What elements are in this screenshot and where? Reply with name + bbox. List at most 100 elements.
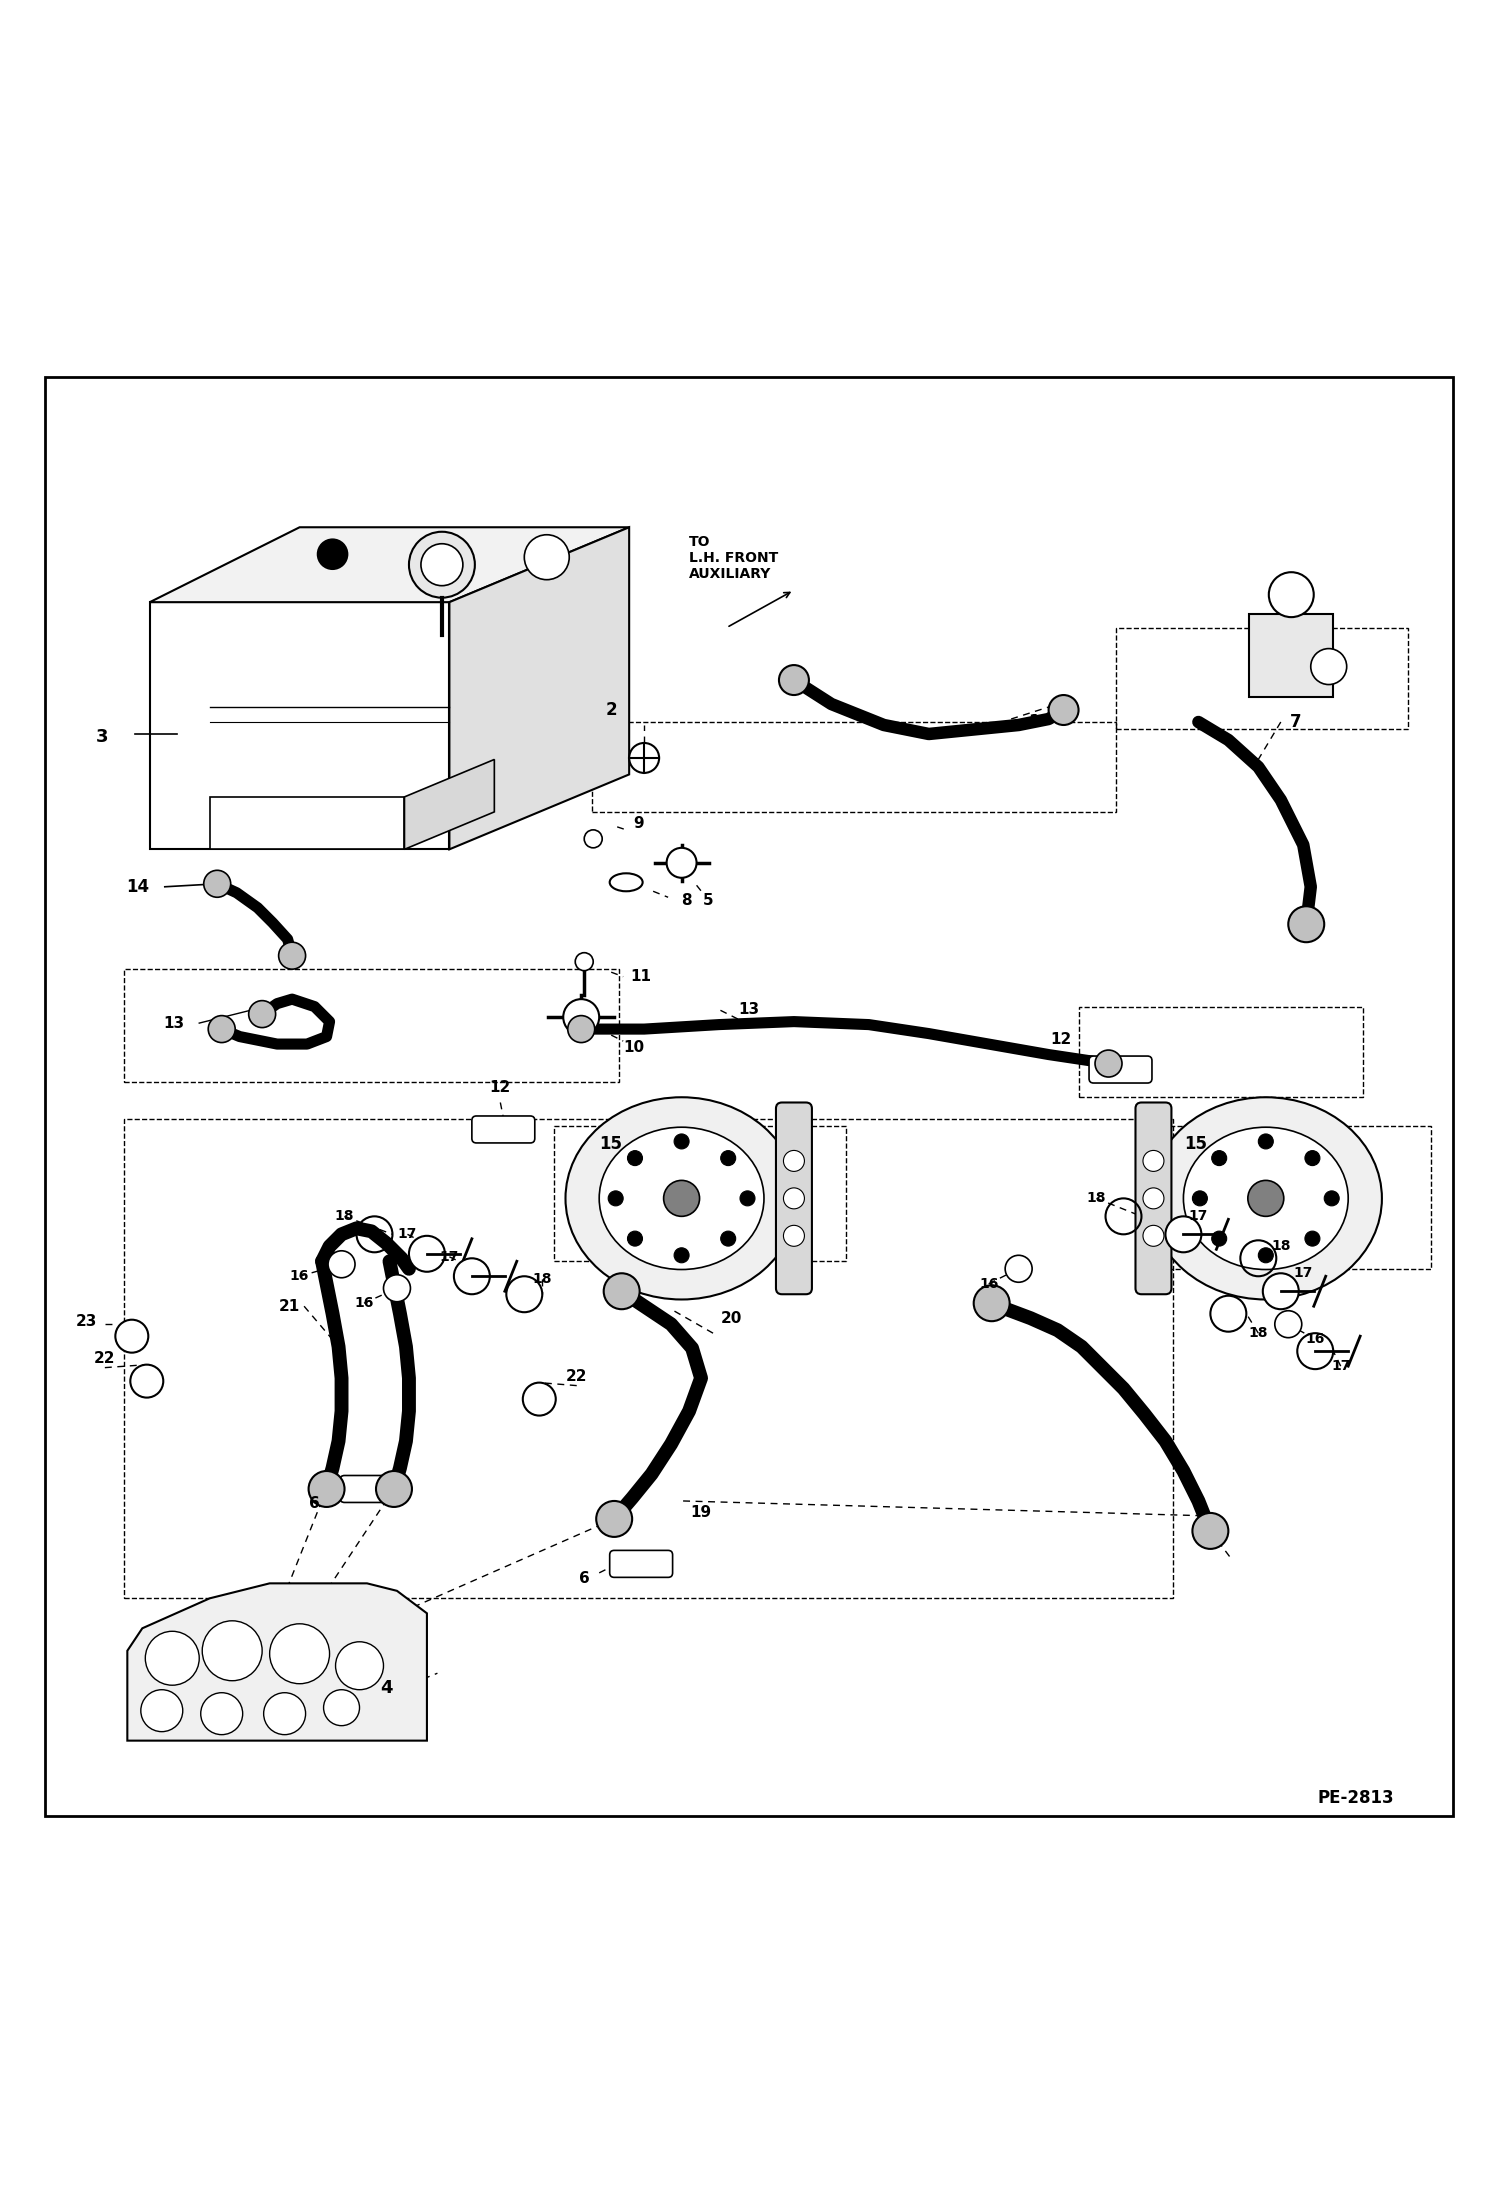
Ellipse shape xyxy=(610,873,643,890)
Circle shape xyxy=(1258,1134,1273,1149)
Circle shape xyxy=(1263,1274,1299,1309)
Circle shape xyxy=(740,1191,755,1206)
Circle shape xyxy=(584,829,602,849)
Polygon shape xyxy=(210,796,404,849)
Text: 1: 1 xyxy=(1028,713,1040,730)
Circle shape xyxy=(1095,1050,1122,1077)
Ellipse shape xyxy=(566,1096,797,1300)
Circle shape xyxy=(383,1274,410,1303)
Polygon shape xyxy=(127,1583,427,1741)
Circle shape xyxy=(1005,1254,1032,1283)
Circle shape xyxy=(667,849,697,877)
Circle shape xyxy=(1269,572,1314,616)
Text: 22: 22 xyxy=(566,1368,587,1384)
FancyBboxPatch shape xyxy=(1089,1057,1152,1083)
Circle shape xyxy=(376,1472,412,1507)
Text: 18: 18 xyxy=(1248,1327,1269,1340)
Bar xyxy=(124,969,619,1081)
Text: 17: 17 xyxy=(440,1250,458,1263)
Circle shape xyxy=(1143,1151,1164,1171)
Circle shape xyxy=(249,1000,276,1029)
Circle shape xyxy=(674,1248,689,1263)
Circle shape xyxy=(454,1259,490,1294)
Circle shape xyxy=(779,664,809,695)
FancyBboxPatch shape xyxy=(776,1103,812,1294)
Circle shape xyxy=(608,1191,623,1206)
Circle shape xyxy=(324,1691,360,1726)
FancyBboxPatch shape xyxy=(1135,1103,1171,1294)
Text: 10: 10 xyxy=(623,1039,644,1055)
Circle shape xyxy=(783,1189,804,1208)
Circle shape xyxy=(783,1226,804,1246)
Ellipse shape xyxy=(1183,1127,1348,1270)
Polygon shape xyxy=(150,526,629,603)
Circle shape xyxy=(1258,1248,1273,1263)
Circle shape xyxy=(783,1151,804,1171)
Text: 16: 16 xyxy=(1306,1331,1324,1347)
Circle shape xyxy=(721,1230,736,1246)
Text: 8: 8 xyxy=(680,893,692,908)
Circle shape xyxy=(575,952,593,971)
Text: 15: 15 xyxy=(1183,1136,1207,1154)
Text: 16: 16 xyxy=(980,1276,998,1292)
Circle shape xyxy=(1049,695,1079,726)
FancyBboxPatch shape xyxy=(340,1476,403,1502)
Circle shape xyxy=(1212,1230,1227,1246)
Text: 18: 18 xyxy=(532,1272,553,1287)
Circle shape xyxy=(524,535,569,579)
Text: PE-2813: PE-2813 xyxy=(1317,1789,1395,1807)
Circle shape xyxy=(1305,1151,1320,1167)
Circle shape xyxy=(1297,1333,1333,1368)
Text: 14: 14 xyxy=(127,877,150,895)
Circle shape xyxy=(664,1180,700,1217)
Bar xyxy=(1079,1007,1363,1096)
Circle shape xyxy=(1143,1189,1164,1208)
Circle shape xyxy=(328,1250,355,1279)
Circle shape xyxy=(721,1151,736,1167)
Bar xyxy=(124,1118,1173,1599)
Bar xyxy=(1153,1127,1431,1270)
Bar xyxy=(592,721,1116,811)
Circle shape xyxy=(318,539,348,570)
Circle shape xyxy=(1165,1217,1201,1252)
Text: 7: 7 xyxy=(1290,713,1302,730)
Text: 17: 17 xyxy=(1294,1265,1312,1281)
Bar xyxy=(1116,627,1408,730)
Circle shape xyxy=(409,531,475,599)
Circle shape xyxy=(1305,1230,1320,1246)
Circle shape xyxy=(270,1623,330,1684)
Text: 15: 15 xyxy=(599,1136,623,1154)
Circle shape xyxy=(1275,1311,1302,1338)
Circle shape xyxy=(1192,1513,1228,1548)
Circle shape xyxy=(279,943,306,969)
Circle shape xyxy=(264,1693,306,1735)
Circle shape xyxy=(1212,1151,1227,1167)
Circle shape xyxy=(596,1500,632,1537)
Text: 2: 2 xyxy=(605,702,617,719)
Text: 18: 18 xyxy=(1270,1239,1291,1254)
Text: 21: 21 xyxy=(279,1298,300,1314)
Text: 16: 16 xyxy=(355,1296,373,1309)
Text: 20: 20 xyxy=(721,1311,742,1327)
Circle shape xyxy=(674,1134,689,1149)
Text: 18: 18 xyxy=(334,1208,355,1224)
Circle shape xyxy=(309,1472,345,1507)
Polygon shape xyxy=(404,759,494,849)
Circle shape xyxy=(629,743,659,772)
Polygon shape xyxy=(449,526,629,849)
Text: 6: 6 xyxy=(309,1496,321,1511)
Polygon shape xyxy=(150,603,449,849)
Circle shape xyxy=(336,1643,383,1691)
Circle shape xyxy=(145,1632,199,1684)
Bar xyxy=(554,1127,846,1261)
Circle shape xyxy=(628,1230,643,1246)
Text: TO
L.H. FRONT
AUXILIARY: TO L.H. FRONT AUXILIARY xyxy=(689,535,779,581)
Text: 17: 17 xyxy=(1189,1208,1207,1224)
Circle shape xyxy=(628,1151,643,1167)
Circle shape xyxy=(201,1693,243,1735)
FancyBboxPatch shape xyxy=(610,1550,673,1577)
Circle shape xyxy=(115,1320,148,1353)
Circle shape xyxy=(1288,906,1324,943)
Circle shape xyxy=(421,544,463,586)
Circle shape xyxy=(202,1621,262,1680)
